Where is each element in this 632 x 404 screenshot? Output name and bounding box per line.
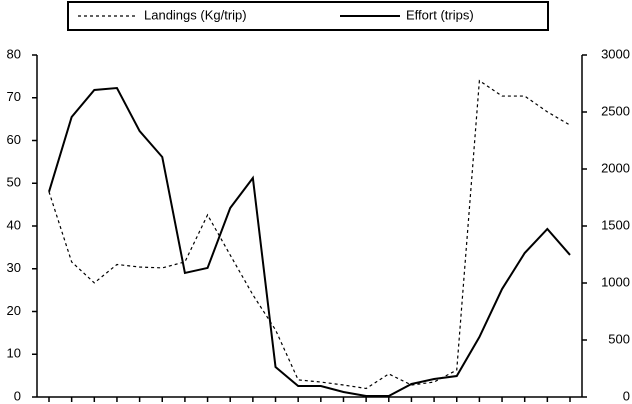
y2-tick-label: 3000 (601, 46, 630, 61)
y-tick-label: 70 (7, 89, 21, 104)
series-line (48, 79, 571, 390)
y2-tick-label: 1000 (601, 274, 630, 289)
y-tick-label: 30 (7, 260, 21, 275)
legend-label: Effort (trips) (406, 7, 474, 22)
y-tick-label: 20 (7, 303, 21, 318)
y2-tick-label: 0 (623, 388, 630, 403)
y2-tick-label: 500 (608, 331, 630, 346)
y-tick-label: 80 (7, 46, 21, 61)
y-tick-label: 60 (7, 132, 21, 147)
y-tick-label: 0 (14, 388, 21, 403)
y-tick-label: 50 (7, 175, 21, 190)
y-tick-label: 10 (7, 346, 21, 361)
y2-tick-label: 2000 (601, 160, 630, 175)
y2-tick-label: 2500 (601, 103, 630, 118)
legend-label: Landings (Kg/trip) (144, 7, 247, 22)
y-tick-label: 40 (7, 217, 21, 232)
legend-box (67, 1, 549, 31)
series-line (48, 87, 571, 397)
y2-tick-label: 1500 (601, 217, 630, 232)
